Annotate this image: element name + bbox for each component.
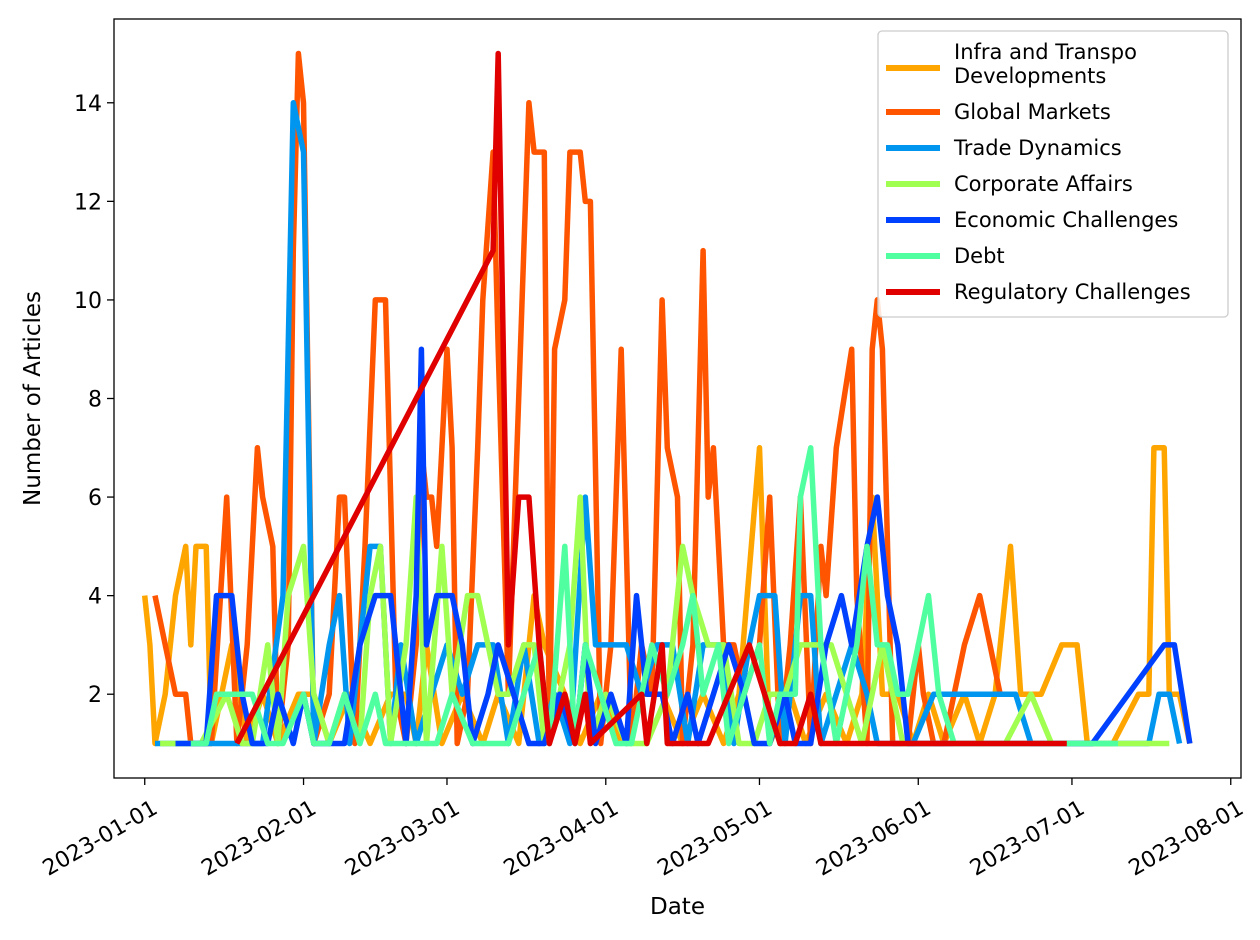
legend-label: Regulatory Challenges	[954, 280, 1191, 304]
x-tick-label: 2023-04-01	[500, 796, 623, 882]
x-tick-label: 2023-03-01	[341, 796, 464, 882]
y-tick-label: 12	[74, 190, 102, 215]
series-lines	[141, 50, 1193, 747]
legend-label: Economic Challenges	[954, 208, 1178, 232]
y-tick-label: 4	[88, 585, 102, 610]
y-tick-label: 10	[74, 289, 102, 314]
legend-label: Global Markets	[954, 100, 1111, 124]
legend-label: Infra and Transpo Developments	[954, 40, 1137, 88]
x-tick-label: 2023-06-01	[812, 796, 935, 882]
x-tick-label: 2023-08-01	[1125, 796, 1248, 882]
y-tick-label: 2	[88, 683, 102, 708]
legend-label: Debt	[954, 244, 1005, 268]
y-axis: 2 4 6 8 10 12 14	[74, 92, 114, 708]
x-tick-label: 2023-05-01	[653, 796, 776, 882]
y-axis-title: Number of Articles	[20, 291, 46, 506]
x-tick-label: 2023-07-01	[966, 796, 1089, 882]
x-axis-title: Date	[650, 894, 705, 920]
x-tick-label: 2023-02-01	[198, 796, 321, 882]
series-line-6	[234, 50, 1067, 747]
y-tick-label: 6	[88, 486, 102, 511]
legend-label: Trade Dynamics	[953, 136, 1122, 160]
x-tick-label: 2023-01-01	[39, 796, 162, 882]
x-axis: 2023-01-01 2023-02-01 2023-03-01 2023-04-01…	[39, 778, 1248, 881]
legend: Infra and Transpo Developments Global Mark…	[877, 30, 1229, 318]
y-tick-label: 8	[88, 388, 102, 413]
legend-box	[877, 30, 1229, 318]
legend-label: Corporate Affairs	[954, 172, 1133, 196]
y-tick-label: 14	[74, 92, 102, 117]
